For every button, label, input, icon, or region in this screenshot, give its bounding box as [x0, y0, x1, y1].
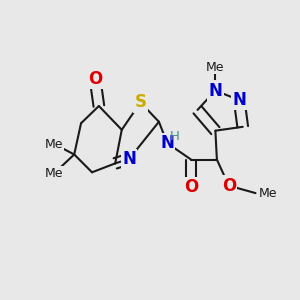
Text: O: O: [88, 70, 102, 88]
Text: S: S: [134, 93, 146, 111]
Text: O: O: [184, 178, 198, 196]
Text: N: N: [160, 134, 174, 152]
Text: Me: Me: [45, 167, 64, 180]
Text: N: N: [232, 91, 246, 109]
Text: Me: Me: [206, 61, 225, 74]
Text: O: O: [222, 177, 236, 195]
Text: N: N: [208, 82, 222, 100]
Text: N: N: [122, 150, 136, 168]
Text: Me: Me: [45, 138, 64, 151]
Text: Me: Me: [259, 187, 277, 200]
Text: H: H: [170, 130, 180, 143]
